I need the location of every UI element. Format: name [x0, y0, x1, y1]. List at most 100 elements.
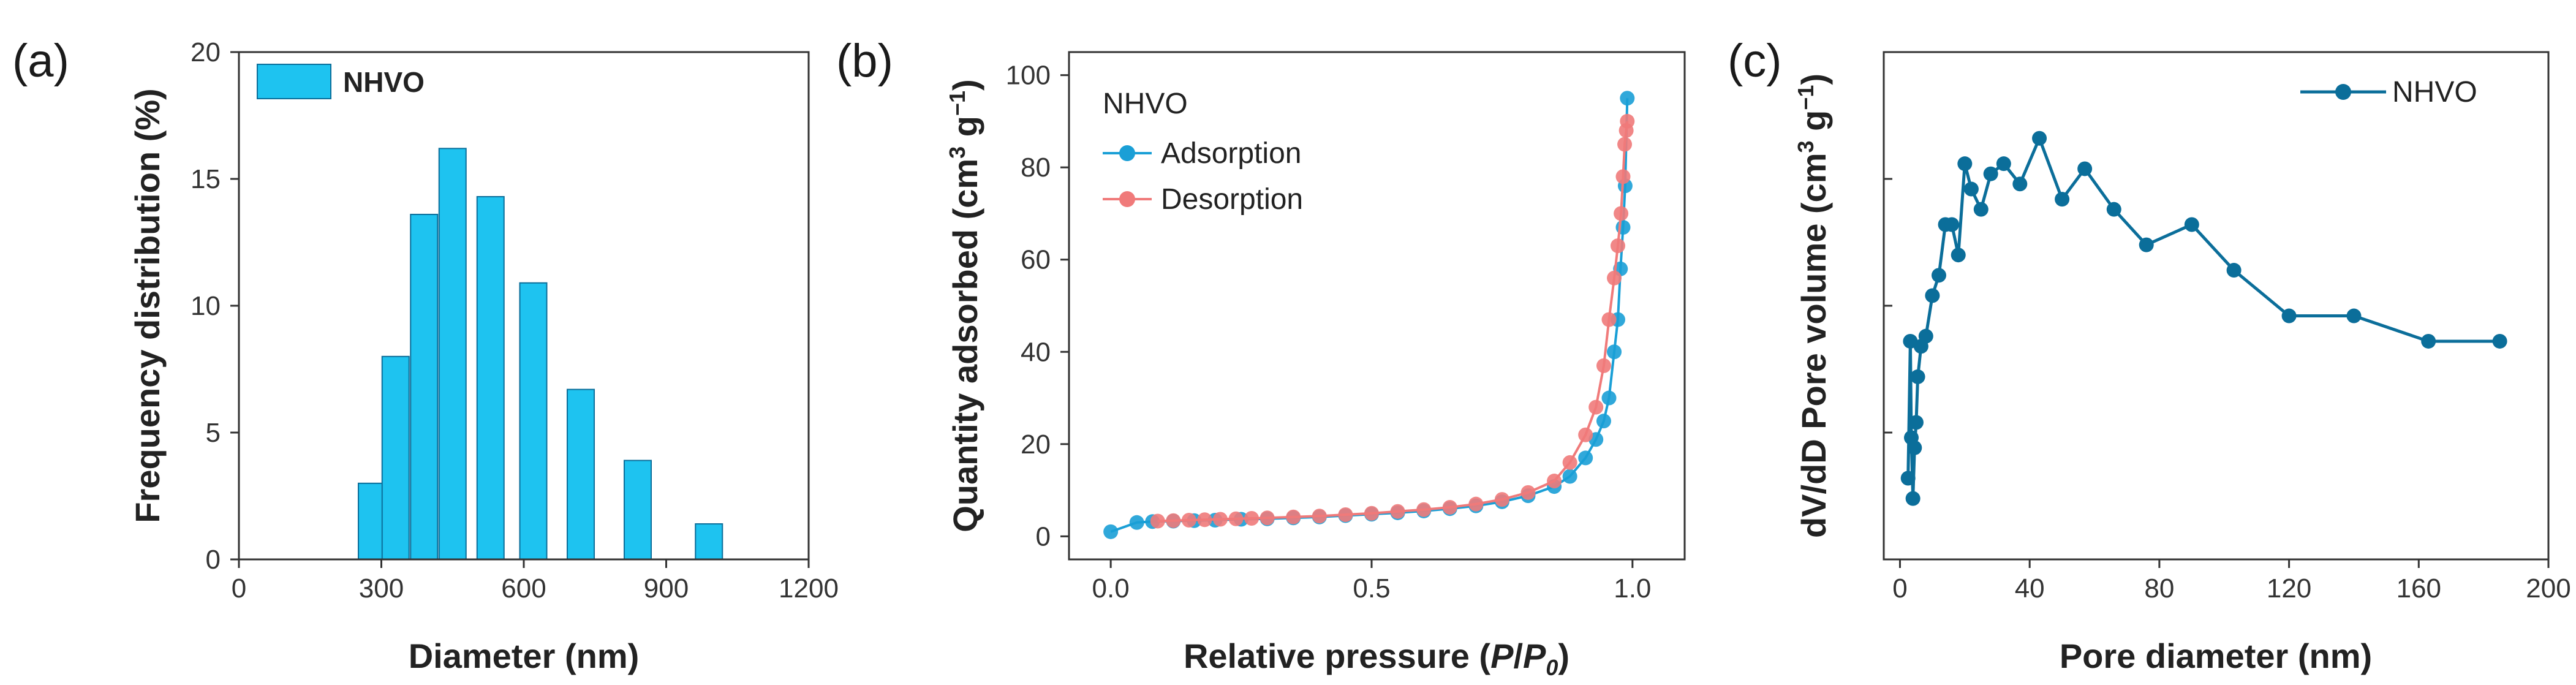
panel-b-y-tick-label: 20 — [1021, 430, 1051, 460]
panel-b-xlabel-part-2: / — [1513, 637, 1523, 675]
panel-a: (a) 0 300 600 900 1200 0 5 10 15 20 NHVO Diamete… — [12, 35, 839, 675]
panel-b-adsorption-point — [1578, 450, 1593, 466]
panel-b-desorption-point — [1442, 499, 1457, 515]
panel-b-y-tick-label: 40 — [1021, 337, 1051, 367]
panel-c-point — [1908, 415, 1924, 430]
panel-a-legend-swatch — [257, 64, 331, 99]
panel-c-point — [1957, 156, 1973, 172]
panel-c-label: (c) — [1728, 35, 1782, 87]
panel-b-legend-adsorption-marker — [1119, 145, 1135, 161]
panel-b-desorption-point — [1614, 206, 1629, 221]
panel-b-adsorption-point — [1129, 515, 1144, 530]
panel-b-legend: NHVO Adsorption Desorption — [1103, 88, 1303, 216]
panel-a-label: (a) — [12, 35, 69, 87]
panel-b-desorption-point — [1547, 474, 1562, 489]
panel-b-xlabel-part-4: 0 — [1546, 655, 1558, 680]
panel-c-point — [1973, 202, 1989, 217]
panel-c-series — [1900, 131, 2507, 506]
panel-a-legend-label: NHVO — [343, 66, 425, 98]
panel-b-desorption-point — [1520, 485, 1536, 500]
panel-c-point — [2184, 217, 2199, 232]
panel-b-y-tick-label: 80 — [1021, 153, 1051, 183]
panel-b-ylabel-part-4: ) — [946, 79, 984, 91]
panel-a-y-tick-label: 10 — [191, 291, 221, 321]
panel-c-point — [2226, 263, 2242, 278]
panel-b-desorption-point — [1601, 312, 1617, 327]
panel-a-bar — [381, 355, 410, 560]
panel-c-x-tick-label: 120 — [2267, 573, 2311, 604]
panel-b-adsorption-point — [1562, 469, 1577, 484]
panel-c-point — [1983, 166, 1998, 181]
panel-c-point — [2421, 333, 2436, 349]
panel-b: (b) 0.0 0.5 1.0 0 20 40 60 80 100 NHVO Adsorpti… — [836, 35, 1686, 680]
panel-b-desorption-point — [1607, 270, 1622, 286]
panel-b-desorption-point — [1618, 123, 1634, 138]
panel-b-y-tick-label: 0 — [1036, 521, 1051, 551]
panel-c-x-tick-label: 80 — [2144, 573, 2174, 604]
panel-a-y-tick-label: 5 — [206, 418, 221, 448]
panel-a-bar — [410, 213, 439, 560]
panel-c-point — [1925, 288, 1940, 303]
panel-c-point — [2346, 308, 2362, 324]
panel-c-x-tick-label: 160 — [2397, 573, 2441, 604]
panel-a-y-ticks: 0 5 10 15 20 — [191, 37, 239, 575]
panel-a-bar — [567, 388, 595, 560]
panel-b-desorption-point — [1562, 455, 1577, 470]
panel-a-bars — [358, 148, 723, 561]
panel-b-desorption-point — [1312, 509, 1327, 524]
panel-b-desorption-point — [1212, 512, 1228, 527]
panel-b-desorption-point — [1596, 358, 1611, 373]
panel-c-point — [1918, 328, 1933, 344]
panel-c-ylabel-part-3: −1 — [1793, 85, 1818, 110]
panel-b-desorption-point — [1338, 507, 1353, 522]
panel-a-bar — [438, 148, 467, 560]
panel-a-y-tick-label: 15 — [191, 164, 221, 194]
panel-c-point — [2012, 176, 2028, 192]
panel-b-desorption-point — [1181, 513, 1196, 528]
panel-c-point — [2106, 202, 2121, 217]
panel-b-desorption-point — [1286, 509, 1301, 524]
panel-c-legend-label: NHVO — [2392, 76, 2477, 108]
panel-b-ylabel-part-3: −1 — [945, 91, 970, 116]
panel-c: (c) 0 40 80 120 160 200 NHVO Pore diameter (n… — [1728, 35, 2571, 675]
panel-c-ylabel-part-2: g — [1794, 110, 1833, 141]
panel-c-point — [1907, 440, 1922, 455]
panel-b-desorption-point — [1150, 513, 1165, 529]
panel-a-x-tick-label: 600 — [501, 573, 546, 604]
panel-b-label: (b) — [836, 35, 893, 87]
panel-b-desorption-point — [1468, 496, 1484, 512]
panel-a-x-tick-label: 300 — [359, 573, 404, 604]
panel-b-ylabel-part-2: g — [946, 116, 984, 146]
panel-c-ylabel-part-4: ) — [1794, 74, 1833, 85]
panel-c-point — [1931, 268, 1946, 283]
panel-c-plot-frame — [1883, 51, 2550, 561]
panel-c-point — [1963, 181, 1979, 197]
panel-c-point — [2281, 308, 2297, 324]
panel-b-series — [1103, 91, 1635, 539]
panel-c-x-tick-label: 40 — [2015, 573, 2045, 604]
panel-c-legend: NHVO — [2300, 76, 2477, 108]
panel-b-desorption-point — [1610, 238, 1625, 254]
panel-b-adsorption-point — [1601, 390, 1617, 406]
panel-b-desorption-point — [1588, 399, 1604, 415]
panel-c-series-line — [1906, 134, 2500, 499]
panel-a-bar — [695, 523, 723, 560]
panel-b-desorption-point — [1364, 505, 1379, 521]
panel-c-point — [2055, 192, 2070, 207]
panel-c-x-tick-label: 0 — [1892, 573, 1907, 604]
panel-a-y-tick-label: 20 — [191, 37, 221, 67]
panel-c-point — [1944, 217, 1960, 232]
panel-a-x-tick-label: 900 — [644, 573, 689, 604]
panel-b-xlabel-part-1: P — [1490, 637, 1514, 675]
panel-b-y-tick-label: 60 — [1021, 245, 1051, 275]
panel-c-y-axis-title: dV/dD Pore volume (cm3 g−1) — [1793, 74, 1833, 538]
panel-c-ylabel-part-1: 3 — [1793, 140, 1818, 153]
panel-c-point — [2139, 237, 2154, 252]
panel-b-y-ticks: 0 20 40 60 80 100 — [1006, 61, 1069, 551]
panel-b-desorption-point — [1617, 137, 1633, 152]
panel-a-y-axis-title: Frequency distribution (%) — [128, 88, 167, 523]
panel-a-bar — [358, 482, 386, 560]
panel-c-point — [1905, 491, 1921, 506]
panel-b-ylabel-part-0: Quantity adsorbed (cm — [946, 159, 984, 532]
